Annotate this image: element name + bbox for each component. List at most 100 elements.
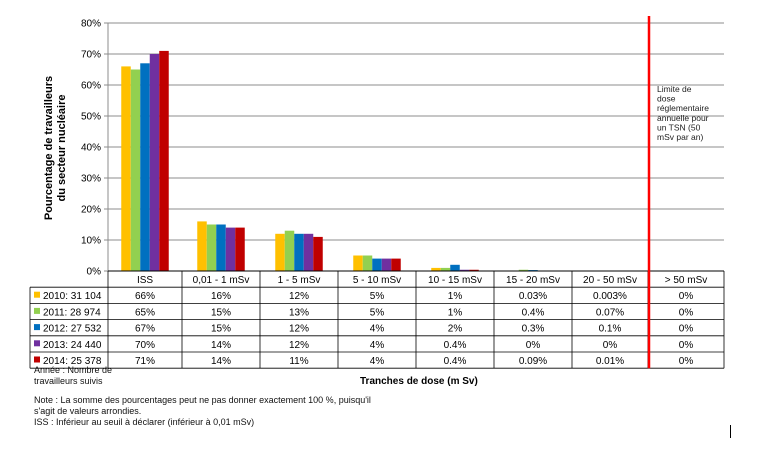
data-label: 0% bbox=[679, 340, 694, 351]
legend-entry: 2012: 27 532 bbox=[43, 324, 102, 335]
legend-entry: 2014: 25 378 bbox=[43, 356, 102, 367]
data-label: 5% bbox=[370, 307, 385, 318]
bar bbox=[459, 269, 470, 271]
x-tick-label: 10 - 15 mSv bbox=[428, 275, 482, 286]
bar bbox=[284, 230, 295, 271]
y-tick-label: 10% bbox=[81, 236, 101, 247]
y-tick-label: 30% bbox=[81, 174, 101, 185]
data-label: 0.01% bbox=[596, 356, 624, 367]
data-label: 0.1% bbox=[599, 324, 622, 335]
x-tick-label: 5 - 10 mSv bbox=[353, 275, 401, 286]
bar bbox=[372, 258, 382, 271]
data-label: 0% bbox=[526, 340, 541, 351]
data-label: 4% bbox=[370, 356, 385, 367]
bars bbox=[121, 50, 634, 272]
y-tick-label: 20% bbox=[81, 205, 101, 216]
data-label: 65% bbox=[135, 307, 155, 318]
x-tick-label: 15 - 20 mSv bbox=[506, 275, 560, 286]
dose-limit-annotation: Limite de dose réglementaire annuelle pour u… bbox=[657, 84, 709, 142]
y-tick-label: 80% bbox=[81, 19, 101, 30]
data-label: 70% bbox=[135, 340, 155, 351]
y-tick-label: 70% bbox=[81, 50, 101, 61]
legend-title-line: travailleurs suivis bbox=[34, 376, 103, 386]
bar bbox=[450, 264, 460, 271]
data-label: 4% bbox=[370, 340, 385, 351]
bar bbox=[216, 224, 226, 271]
x-axis-label: Tranches de dose (m Sv) bbox=[360, 376, 478, 387]
bar bbox=[275, 233, 285, 271]
legend-swatch bbox=[34, 340, 40, 347]
footnotes: Note : La somme des pourcentages peut ne… bbox=[34, 395, 371, 428]
data-label: 4% bbox=[370, 324, 385, 335]
y-tick-label: 50% bbox=[81, 112, 101, 123]
legend-swatch bbox=[34, 356, 40, 363]
data-label: 2% bbox=[448, 324, 463, 335]
data-label: 12% bbox=[289, 340, 309, 351]
dose-limit-annotation-line: un TSN (50 bbox=[657, 122, 701, 132]
bar bbox=[431, 267, 441, 271]
bar bbox=[159, 50, 169, 272]
dose-limit-annotation-line: réglementaire bbox=[657, 103, 709, 113]
bar bbox=[206, 224, 217, 271]
y-tick-label: 0% bbox=[87, 267, 102, 278]
grid-lines bbox=[108, 22, 724, 241]
bar bbox=[313, 236, 323, 271]
bar bbox=[130, 69, 141, 271]
legend-title-line: Année : Nombre de bbox=[34, 365, 113, 375]
y-axis-ticks: 0% 10% 20% 30% 40% 50% 60% 70% 80% bbox=[81, 19, 109, 278]
legend-swatch bbox=[34, 307, 40, 314]
data-label: 12% bbox=[289, 291, 309, 302]
x-tick-label: 20 - 50 mSv bbox=[583, 275, 637, 286]
bar bbox=[235, 227, 245, 271]
data-label: 0.07% bbox=[596, 307, 624, 318]
limit-annotation: Limite de dose réglementaire annuelle pour u… bbox=[647, 16, 709, 369]
bar bbox=[518, 269, 529, 271]
dose-limit-annotation-line: annuelle pour bbox=[657, 113, 709, 123]
data-label: 14% bbox=[211, 356, 231, 367]
y-tick-label: 60% bbox=[81, 81, 101, 92]
data-label: 15% bbox=[211, 324, 231, 335]
bar bbox=[353, 255, 363, 271]
data-label: 0.4% bbox=[522, 307, 545, 318]
data-label: 11% bbox=[289, 356, 308, 367]
bar bbox=[197, 221, 207, 271]
legend-swatch bbox=[34, 324, 40, 331]
data-label: 0.3% bbox=[522, 324, 545, 335]
y-axis-label: Pourcentage de travailleursdu secteur nu… bbox=[43, 76, 68, 220]
legend-swatch bbox=[34, 291, 40, 298]
bar bbox=[381, 258, 392, 271]
note-line: s'agit de valeurs arrondies. bbox=[34, 406, 142, 416]
bar bbox=[440, 267, 451, 271]
note-line: ISS : Inférieur au seuil à déclarer (inf… bbox=[34, 417, 255, 427]
data-label: 0.4% bbox=[444, 356, 467, 367]
bar bbox=[391, 258, 401, 271]
data-table: ISS 0,01 - 1 mSv 1 - 5 mSv 5 - 10 mSv 10 - 1… bbox=[29, 270, 725, 369]
data-label: 15% bbox=[211, 307, 231, 318]
data-label: 0.4% bbox=[444, 340, 467, 351]
bar bbox=[140, 63, 150, 271]
legend-title: Année : Nombre de travailleurs suivis bbox=[34, 365, 112, 387]
data-label: 0% bbox=[679, 324, 694, 335]
data-label: 0% bbox=[679, 307, 694, 318]
bar bbox=[469, 269, 479, 271]
bar bbox=[149, 54, 160, 271]
y-tick-label: 40% bbox=[81, 143, 101, 154]
text-cursor bbox=[730, 425, 731, 438]
x-tick-label: > 50 mSv bbox=[665, 275, 708, 286]
bar bbox=[294, 233, 304, 271]
x-tick-label: 0,01 - 1 mSv bbox=[193, 275, 250, 286]
bar bbox=[225, 227, 236, 271]
dose-limit-annotation-line: mSv par an) bbox=[657, 132, 703, 142]
data-label: 1% bbox=[448, 291, 463, 302]
data-label: 14% bbox=[211, 340, 231, 351]
data-label: 1% bbox=[448, 307, 463, 318]
data-label: 16% bbox=[211, 291, 231, 302]
legend-entry: 2010: 31 104 bbox=[43, 291, 102, 302]
data-label: 13% bbox=[289, 307, 309, 318]
data-label: 66% bbox=[135, 291, 155, 302]
x-tick-label: 1 - 5 mSv bbox=[278, 275, 321, 286]
data-label: 0% bbox=[679, 291, 694, 302]
y-axis-label-line: Pourcentage de travailleurs bbox=[43, 76, 55, 220]
dose-limit-annotation-line: Limite de bbox=[657, 84, 692, 94]
